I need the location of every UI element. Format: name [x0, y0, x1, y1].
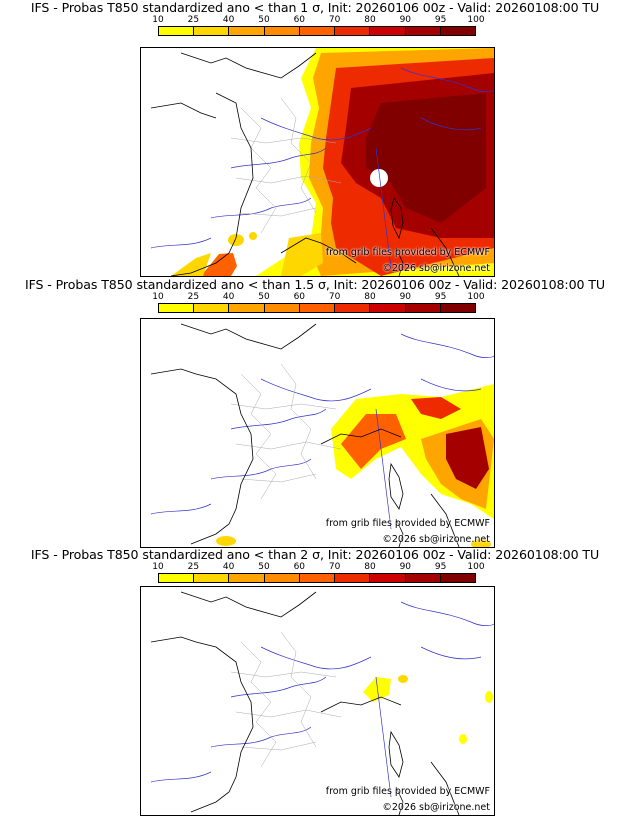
swatch — [406, 574, 441, 582]
credit-source: from grib files provided by ECMWF — [326, 247, 490, 258]
tick-label: 10 — [152, 562, 163, 573]
probability-field — [363, 675, 493, 744]
credit-copyright: ©2026 sb@irizone.net — [382, 263, 490, 274]
swatch — [406, 304, 441, 312]
colorbar-swatches — [158, 303, 476, 313]
swatch — [441, 304, 475, 312]
probability-colorbar: 10 25 40 50 60 70 80 90 95 100 — [158, 292, 476, 313]
swatch — [370, 27, 405, 35]
probability-colorbar: 10 25 40 50 60 70 80 90 95 100 — [158, 15, 476, 36]
panel-2: IFS - Probas T850 standardized ano < tha… — [0, 277, 630, 547]
probability-colorbar: 10 25 40 50 60 70 80 90 95 100 — [158, 562, 476, 583]
swatch — [406, 27, 441, 35]
tick-label: 70 — [329, 292, 340, 303]
coastlines — [151, 592, 459, 815]
swatch — [229, 27, 264, 35]
swatch — [370, 304, 405, 312]
probability-field — [171, 48, 494, 276]
tick-label: 10 — [152, 15, 163, 26]
admin-borders — [231, 364, 341, 499]
tick-label: 10 — [152, 292, 163, 303]
swatch — [300, 574, 335, 582]
swatch — [441, 27, 475, 35]
tick-label: 100 — [467, 562, 484, 573]
swatch — [194, 304, 229, 312]
rivers — [151, 602, 494, 797]
swatch — [335, 27, 370, 35]
tick-label: 50 — [258, 562, 269, 573]
tick-label: 80 — [364, 15, 375, 26]
swatch — [229, 304, 264, 312]
probability-map: from grib files provided by ECMWF ©2026 … — [140, 586, 495, 816]
admin-borders — [231, 632, 341, 767]
swatch — [265, 304, 300, 312]
swatch — [370, 574, 405, 582]
tick-label: 25 — [188, 562, 199, 573]
swatch — [194, 574, 229, 582]
credit-source: from grib files provided by ECMWF — [326, 518, 490, 529]
tick-label: 40 — [223, 15, 234, 26]
tick-label: 25 — [188, 15, 199, 26]
swatch — [335, 574, 370, 582]
colorbar-ticks: 10 25 40 50 60 70 80 90 95 100 — [158, 15, 476, 26]
panel-title: IFS - Probas T850 standardized ano < tha… — [0, 547, 630, 562]
tick-label: 100 — [467, 15, 484, 26]
tick-label: 60 — [294, 15, 305, 26]
tick-label: 25 — [188, 292, 199, 303]
probability-map: from grib files provided by ECMWF ©2026 … — [140, 318, 495, 548]
tick-label: 40 — [223, 292, 234, 303]
probability-map: from grib files provided by ECMWF ©2026 … — [140, 47, 495, 277]
tick-label: 100 — [467, 292, 484, 303]
tick-label: 80 — [364, 292, 375, 303]
tick-label: 70 — [329, 562, 340, 573]
swatch — [194, 27, 229, 35]
tick-label: 90 — [400, 15, 411, 26]
swatch — [265, 574, 300, 582]
tick-label: 60 — [294, 562, 305, 573]
panel-title: IFS - Probas T850 standardized ano < tha… — [0, 0, 630, 15]
colorbar-ticks: 10 25 40 50 60 70 80 90 95 100 — [158, 562, 476, 573]
tick-label: 60 — [294, 292, 305, 303]
swatch — [265, 27, 300, 35]
swatch — [229, 574, 264, 582]
credit-source: from grib files provided by ECMWF — [326, 786, 490, 797]
tick-label: 40 — [223, 562, 234, 573]
swatch — [159, 574, 194, 582]
colorbar-swatches — [158, 573, 476, 583]
tick-label: 70 — [329, 15, 340, 26]
colorbar-swatches — [158, 26, 476, 36]
tick-label: 90 — [400, 292, 411, 303]
panel-title: IFS - Probas T850 standardized ano < tha… — [0, 277, 630, 292]
swatch — [300, 27, 335, 35]
credit-copyright: ©2026 sb@irizone.net — [382, 534, 490, 545]
tick-label: 95 — [435, 562, 446, 573]
swatch — [335, 304, 370, 312]
tick-label: 95 — [435, 292, 446, 303]
tick-label: 50 — [258, 15, 269, 26]
tick-label: 95 — [435, 15, 446, 26]
swatch — [441, 574, 475, 582]
tick-label: 80 — [364, 562, 375, 573]
swatch — [159, 27, 194, 35]
credit-copyright: ©2026 sb@irizone.net — [382, 802, 490, 813]
panel-3: IFS - Probas T850 standardized ano < tha… — [0, 547, 630, 817]
panel-1: IFS - Probas T850 standardized ano < tha… — [0, 0, 630, 270]
swatch — [159, 304, 194, 312]
tick-label: 50 — [258, 292, 269, 303]
swatch — [300, 304, 335, 312]
tick-label: 90 — [400, 562, 411, 573]
colorbar-ticks: 10 25 40 50 60 70 80 90 95 100 — [158, 292, 476, 303]
